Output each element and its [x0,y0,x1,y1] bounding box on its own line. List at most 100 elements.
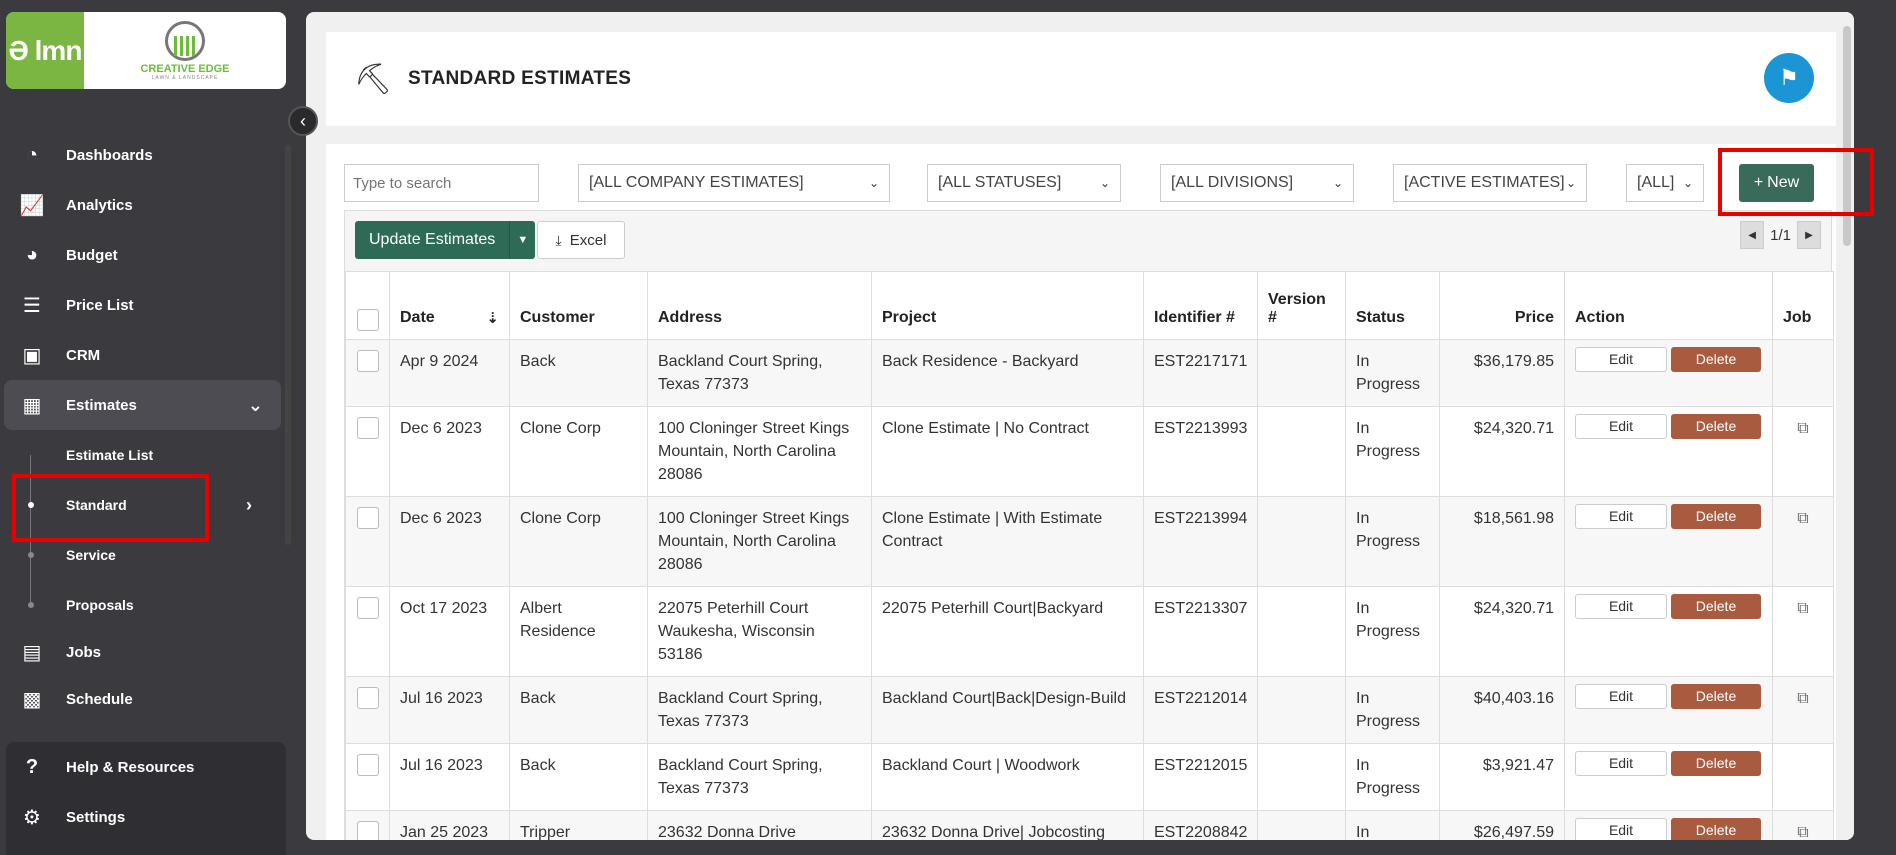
col-identifier[interactable]: Identifier # [1143,271,1258,340]
cell-price: $36,179.85 [1439,339,1565,407]
col-customer[interactable]: Customer [509,271,648,340]
chevron-right-icon[interactable]: › [246,494,252,515]
active-estimates-select[interactable]: [ACTIVE ESTIMATES] ⌄ [1393,164,1587,202]
cell-price: $24,320.71 [1439,586,1565,677]
table-row[interactable]: Jul 16 2023 Back Backland Court Spring, Te… [345,676,1834,744]
delete-button[interactable]: Delete [1671,594,1761,619]
nav-price-list[interactable]: ☰ Price List [0,280,285,330]
cell-project: Backland Court | Woodwork [871,743,1144,811]
row-checkbox[interactable] [356,597,379,619]
all-select[interactable]: [ALL] ⌄ [1626,164,1704,202]
nav-budget[interactable]: ◕ Budget [0,230,285,280]
company-estimates-select[interactable]: [ALL COMPANY ESTIMATES] ⌄ [578,164,890,202]
row-checkbox[interactable] [356,417,379,439]
col-price[interactable]: Price [1439,271,1565,340]
col-status[interactable]: Status [1345,271,1440,340]
select-all-checkbox[interactable] [356,309,379,331]
nav-estimates[interactable]: ▦ Estimates ⌄ [4,380,281,430]
table-row[interactable]: Jan 25 2023 Tripper 23632 Donna Drive 23632… [345,810,1834,840]
edit-button[interactable]: Edit [1575,684,1667,709]
excel-label: Excel [569,231,607,249]
cell-job: ⧉ [1772,810,1834,840]
external-link-icon[interactable]: ⧉ [1797,420,1809,437]
external-link-icon[interactable]: ⧉ [1797,824,1809,840]
delete-button[interactable]: Delete [1671,684,1761,709]
row-select-cell [345,406,390,497]
collapse-sidebar-button[interactable]: ‹ [288,106,318,136]
external-link-icon[interactable]: ⧉ [1797,600,1809,617]
nav-settings[interactable]: ⚙ Settings [6,792,286,842]
row-checkbox[interactable] [356,687,379,709]
col-label: Job [1783,309,1812,326]
subnav-proposals[interactable]: Proposals [28,580,285,630]
new-estimate-button[interactable]: + New [1739,164,1814,202]
cell-status: In Progress [1345,743,1440,811]
delete-button[interactable]: Delete [1671,751,1761,776]
col-date[interactable]: Date ⇣ [389,271,510,340]
caret-down-icon[interactable]: ▼ [509,221,535,259]
table-row[interactable]: Dec 6 2023 Clone Corp 100 Cloninger Street… [345,406,1834,497]
next-page-button[interactable]: ▶ [1797,221,1821,249]
row-select-cell [345,586,390,677]
nav-help[interactable]: ? Help & Resources [6,742,286,792]
nav-crm[interactable]: ▣ CRM [0,330,285,380]
subnav-service[interactable]: Service [28,530,285,580]
edit-button[interactable]: Edit [1575,414,1667,439]
cell-project: Clone Estimate | No Contract [871,406,1144,497]
edit-button[interactable]: Edit [1575,504,1667,529]
company-logo[interactable]: Ə lmn CREATIVE EDGE LAWN & LANDSCAPE [6,12,286,89]
row-checkbox[interactable] [356,350,379,372]
col-project[interactable]: Project [871,271,1144,340]
cell-price: $26,497.59 [1439,810,1565,840]
sort-desc-icon[interactable]: ⇣ [486,310,499,327]
delete-button[interactable]: Delete [1671,504,1761,529]
col-version[interactable]: Version # [1257,271,1346,340]
scroll-thumb[interactable] [1843,26,1851,246]
cell-price: $40,403.16 [1439,676,1565,744]
edit-button[interactable]: Edit [1575,818,1667,840]
table-row[interactable]: Oct 17 2023 Albert Residence 22075 Peterhi… [345,586,1834,677]
table-row[interactable]: Jul 16 2023 Back Backland Court Spring, Te… [345,743,1834,811]
division-select[interactable]: [ALL DIVISIONS] ⌄ [1160,164,1354,202]
list-icon: ☰ [23,294,41,317]
edit-button[interactable]: Edit [1575,751,1667,776]
table-row[interactable]: Dec 6 2023 Clone Corp 100 Cloninger Street… [345,496,1834,587]
nav-label: Dashboards [66,146,153,164]
external-link-icon[interactable]: ⧉ [1797,510,1809,527]
dot-icon [28,602,34,608]
cell-address: 22075 Peterhill Court Waukesha, Wisconsi… [647,586,872,677]
page-scrollbar[interactable] [1840,12,1854,840]
row-checkbox[interactable] [356,507,379,529]
prev-page-button[interactable]: ◀ [1740,221,1765,249]
row-checkbox[interactable] [356,821,379,840]
cell-date: Jul 16 2023 [389,676,510,744]
excel-export-button[interactable]: ⤓ Excel [537,221,625,259]
delete-button[interactable]: Delete [1671,347,1761,372]
search-input[interactable] [344,164,539,202]
cell-status: In Progress [1345,586,1440,677]
sidebar-scrollbar[interactable] [285,145,291,545]
external-link-icon[interactable]: ⧉ [1797,690,1809,707]
cell-version [1257,406,1346,497]
nav-dashboards[interactable]: ◔ Dashboards [0,130,285,180]
nav-schedule[interactable]: ▩ Schedule [0,674,285,724]
row-select-cell [345,676,390,744]
table-row[interactable]: Apr 9 2024 Back Backland Court Spring, Tex… [345,339,1834,407]
delete-button[interactable]: Delete [1671,414,1761,439]
subnav-estimate-list[interactable]: Estimate List [66,430,285,480]
pagination: ◀ 1/1 ▶ [1740,221,1821,249]
nav-label: Price List [66,296,134,314]
status-select[interactable]: [ALL STATUSES] ⌄ [927,164,1121,202]
signpost-icon[interactable]: ⚑ [1764,53,1814,103]
nav-jobs[interactable]: ▤ Jobs [0,630,285,674]
cell-price: $3,921.47 [1439,743,1565,811]
update-estimates-button[interactable]: Update Estimates ▼ [355,221,536,259]
subnav-standard[interactable]: Standard › [28,480,285,530]
cell-identifier: EST2212015 [1143,743,1258,811]
edit-button[interactable]: Edit [1575,347,1667,372]
edit-button[interactable]: Edit [1575,594,1667,619]
delete-button[interactable]: Delete [1671,818,1761,840]
row-checkbox[interactable] [356,754,379,776]
col-address[interactable]: Address [647,271,872,340]
nav-analytics[interactable]: 📈 Analytics [0,180,285,230]
